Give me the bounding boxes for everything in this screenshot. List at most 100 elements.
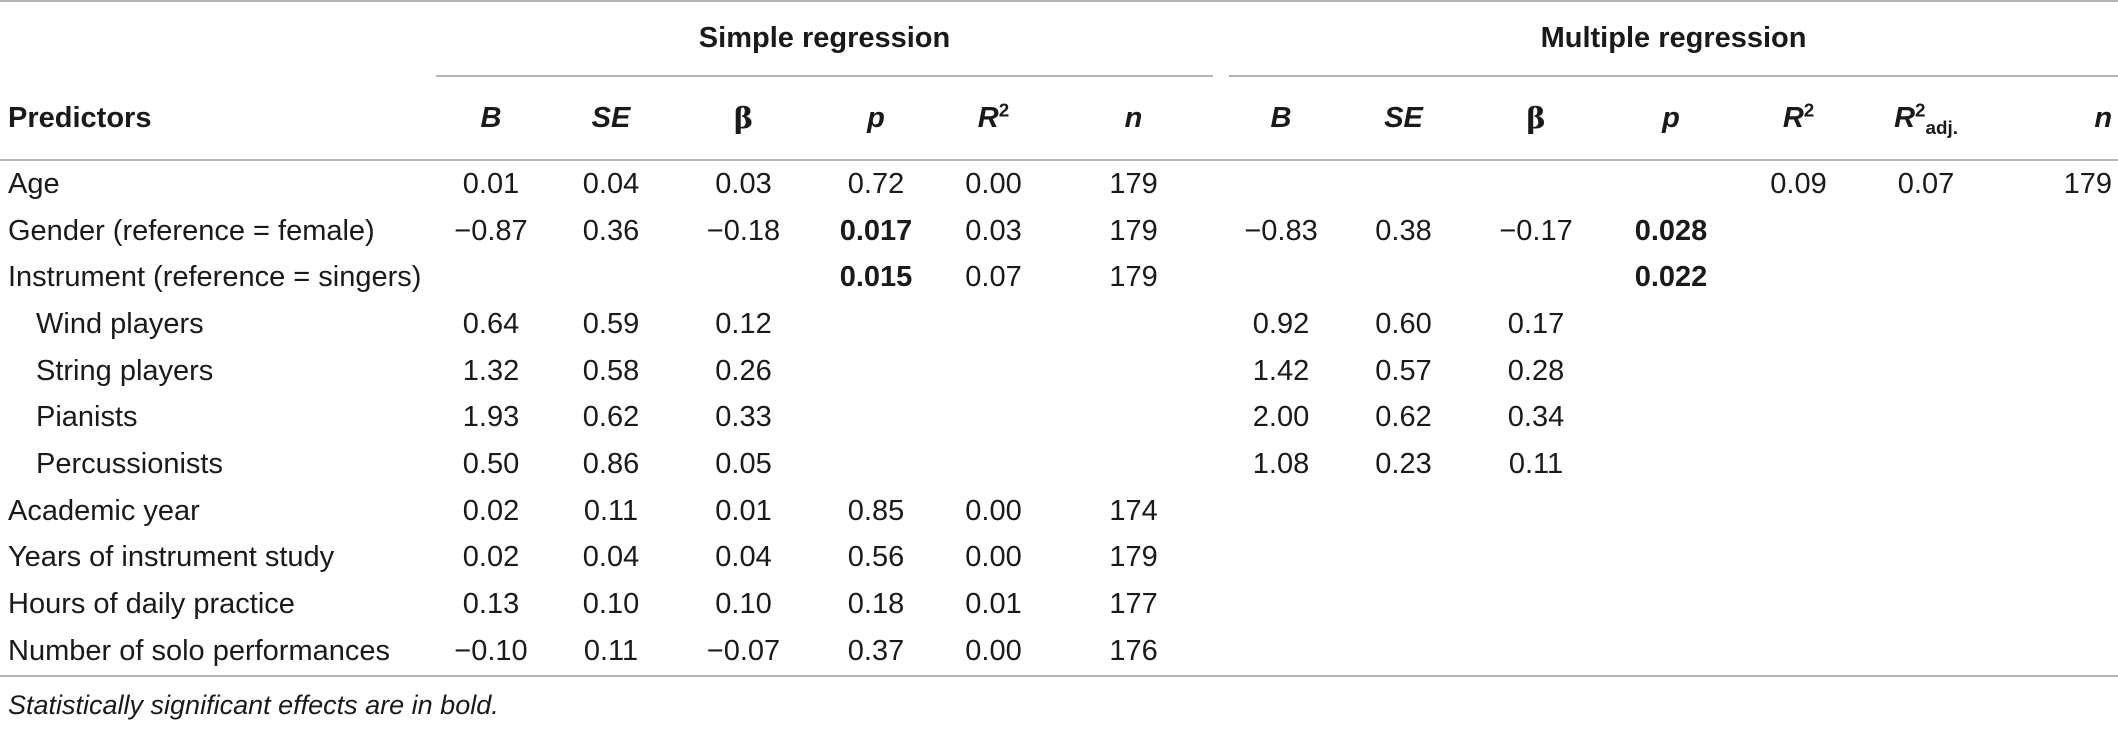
cell-multiple-b: −0.83: [1244, 214, 1318, 247]
cell-multiple-se: [1341, 254, 1466, 301]
cell-multiple-beta: [1466, 581, 1606, 628]
cell-multiple-r2-adj: [1861, 254, 1991, 301]
cell-multiple-p: [1606, 301, 1736, 348]
cell-simple-b: 1.93: [462, 401, 520, 434]
cell-multiple-se: 0.23: [1375, 447, 1432, 480]
header-multiple-se: SE: [1341, 77, 1467, 161]
cell-simple-p: 0.18: [847, 588, 905, 621]
cell-simple-se: 0.11: [583, 494, 639, 527]
table-row: Years of instrument study 0.02 0.04 0.04 0.5…: [0, 535, 2118, 582]
row-label: Age: [8, 167, 60, 200]
cell-multiple-n: [1991, 488, 2118, 535]
cell-simple-se: 0.04: [582, 167, 640, 200]
cell-multiple-p: [1606, 394, 1736, 441]
header-multiple-beta: β: [1466, 77, 1607, 161]
cell-simple-se: 0.04: [582, 541, 640, 574]
table-row: Pianists 1.93 0.62 0.33 2.00 0.62 0.34: [0, 394, 2118, 441]
cell-simple-beta: 0.33: [715, 401, 772, 434]
cell-simple-r2: [941, 348, 1046, 395]
table-row: Gender (reference = female) −0.87 0.36 −0.1…: [0, 208, 2118, 255]
cell-multiple-b: [1221, 254, 1341, 301]
cell-simple-beta: 0.05: [715, 447, 772, 480]
group-header-simple-cell: Simple regression: [436, 0, 1222, 77]
cell-simple-beta: [676, 254, 811, 301]
cell-simple-beta: 0.10: [715, 588, 772, 621]
header-simple-se: SE: [546, 77, 676, 161]
table-row: Number of solo performances −0.10 0.11 −0.0…: [0, 627, 2118, 677]
cell-multiple-se: [1341, 535, 1466, 582]
row-label: Percussionists: [36, 447, 223, 480]
cell-simple-se: 0.59: [582, 307, 640, 340]
cell-simple-b: −0.87: [454, 214, 528, 247]
row-label: Instrument (reference = singers): [8, 261, 422, 294]
cell-multiple-r2-adj: [1861, 348, 1991, 395]
cell-multiple-r2: [1736, 441, 1861, 488]
cell-multiple-b: [1221, 488, 1341, 535]
cell-multiple-r2: [1736, 581, 1861, 628]
cell-simple-n: [1046, 348, 1221, 395]
cell-multiple-b: [1221, 160, 1341, 208]
cell-multiple-r2: 0.09: [1770, 167, 1827, 200]
cell-multiple-p: [1606, 348, 1736, 395]
row-label: Years of instrument study: [8, 541, 335, 574]
table-row: Hours of daily practice 0.13 0.10 0.10 0.18 0…: [0, 581, 2118, 628]
row-label: Hours of daily practice: [8, 588, 295, 621]
cell-simple-n: 179: [1109, 541, 1158, 574]
cell-simple-beta: −0.18: [706, 214, 781, 247]
cell-simple-n: 177: [1109, 588, 1158, 621]
header-simple-r2: R2: [941, 77, 1046, 161]
cell-simple-p: 0.015: [839, 261, 913, 294]
cell-simple-r2: [941, 301, 1046, 348]
cell-multiple-r2-adj: [1861, 301, 1991, 348]
row-label: Gender (reference = female): [8, 214, 375, 247]
corner-cell: [0, 0, 436, 77]
cell-multiple-n: [1991, 301, 2118, 348]
cell-multiple-se: 0.38: [1375, 214, 1432, 247]
cell-simple-n: 179: [1109, 214, 1158, 247]
cell-multiple-b: 1.08: [1252, 447, 1310, 480]
header-simple-p: p: [811, 77, 941, 161]
cell-simple-b: 0.13: [462, 588, 520, 621]
cell-multiple-p: [1606, 581, 1736, 628]
cell-simple-beta: 0.26: [715, 354, 772, 387]
cell-multiple-r2: [1736, 394, 1861, 441]
cell-multiple-b: [1221, 627, 1342, 677]
cell-simple-beta: −0.07: [676, 627, 811, 677]
cell-multiple-r2-adj: [1861, 581, 1991, 628]
cell-multiple-r2: [1736, 627, 1862, 677]
cell-multiple-beta: −0.17: [1499, 214, 1573, 247]
cell-multiple-r2: [1736, 254, 1861, 301]
cell-simple-b: 0.01: [462, 167, 520, 200]
cell-multiple-n: [1991, 348, 2118, 395]
cell-simple-n: 179: [1109, 261, 1158, 294]
cell-simple-p: 0.72: [847, 167, 905, 200]
header-multiple-r2adj-base: R: [1894, 101, 1916, 134]
cell-simple-b: 0.02: [462, 541, 520, 574]
cell-simple-se: 0.58: [582, 354, 640, 387]
cell-multiple-n: [1991, 581, 2118, 628]
cell-multiple-se: [1341, 160, 1466, 208]
header-multiple-r2-adj: R2adj.: [1861, 77, 1992, 161]
cell-multiple-b: 2.00: [1252, 401, 1310, 434]
cell-multiple-b: 1.42: [1252, 354, 1310, 387]
cell-simple-r2: 0.00: [965, 541, 1022, 574]
cell-simple-se: 0.62: [582, 401, 640, 434]
cell-simple-r2: [941, 441, 1046, 488]
cell-multiple-beta: [1466, 254, 1606, 301]
cell-multiple-r2-adj: [1861, 208, 1991, 255]
cell-multiple-r2-adj: [1861, 535, 1991, 582]
cell-multiple-n: 179: [2063, 167, 2113, 200]
cell-multiple-b: 0.92: [1252, 307, 1310, 340]
table-row: String players 1.32 0.58 0.26 1.42 0.57 0.28: [0, 348, 2118, 395]
cell-simple-b: 0.64: [462, 307, 520, 340]
row-label: Number of solo performances: [0, 627, 436, 677]
header-simple-b: B: [436, 77, 546, 161]
table-footnote: Statistically significant effects are in…: [8, 690, 499, 720]
header-simple-r2-sup: 2: [998, 98, 1010, 120]
row-label: Pianists: [36, 401, 138, 434]
cell-multiple-r2-adj: 0.07: [1897, 167, 1955, 200]
cell-simple-p: [811, 394, 941, 441]
cell-multiple-n: [1991, 254, 2118, 301]
cell-multiple-r2: [1736, 208, 1861, 255]
